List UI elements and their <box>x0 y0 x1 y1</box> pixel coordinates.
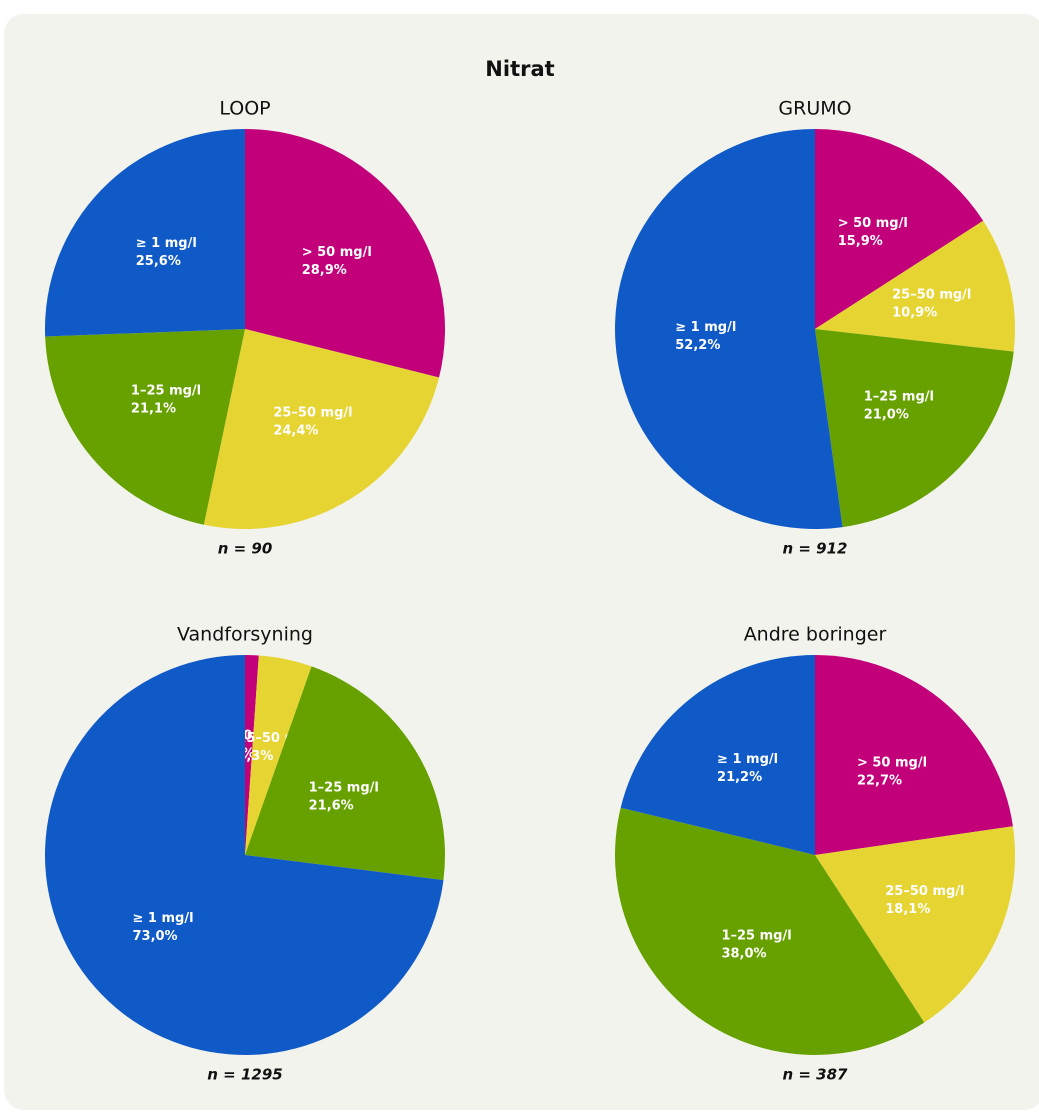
slice-category: 1–25 mg/l <box>864 389 934 404</box>
slice-value: 52,2% <box>675 338 720 353</box>
slice-category: > 50 mg/l <box>302 245 372 260</box>
slice-category: 1–25 mg/l <box>131 383 201 398</box>
pie-slice <box>614 129 843 529</box>
page-title: Nitrat <box>485 57 554 81</box>
pie-note: n = 912 <box>782 540 847 558</box>
pie-slice <box>203 329 440 529</box>
pie-title: Vandforsyning <box>177 624 313 646</box>
pie-slice <box>815 655 1013 855</box>
pie-slice <box>245 666 445 881</box>
slice-category: 1–25 mg/l <box>309 781 379 796</box>
pie-title: Andre boringer <box>744 624 887 646</box>
slice-value: 4,3% <box>237 749 273 764</box>
slice-category: > 50 mg/l <box>838 216 908 231</box>
pie-slice <box>615 807 925 1055</box>
pie-title: GRUMO <box>778 98 851 120</box>
slice-value: 10,9% <box>892 305 937 320</box>
slice-category: 25–50 mg/l <box>885 884 964 899</box>
pie-slice <box>245 655 312 855</box>
slice-category: ≥ 1 mg/l <box>136 236 197 251</box>
slice-value: 21,2% <box>717 770 762 785</box>
pie-slice <box>815 129 984 329</box>
pie-slice <box>620 655 815 855</box>
slice-value: 18,1% <box>885 902 930 917</box>
slice-category: 25–50 mg/l <box>273 406 352 421</box>
pie-note: n = 90 <box>218 540 273 558</box>
slice-value: 28,9% <box>302 263 347 278</box>
slice-category: 1–25 mg/l <box>721 928 791 943</box>
pie-slice <box>815 329 1014 528</box>
pie-slice <box>44 129 245 337</box>
pie-slice <box>815 826 1015 1023</box>
pie-title: LOOP <box>219 98 270 120</box>
pie-note: n = 387 <box>782 1066 848 1084</box>
slice-category: > 50 mg/l <box>857 755 927 770</box>
slice-category: ≥ 1 mg/l <box>675 320 736 335</box>
pie-slice <box>45 655 444 1056</box>
slice-category: ≥ 1 mg/l <box>132 911 193 926</box>
slice-category: ≥ 1 mg/l <box>717 752 778 767</box>
pie-slice <box>245 655 259 855</box>
pie-slice <box>815 220 1016 352</box>
pie-slice <box>245 129 446 378</box>
slice-value: 25,6% <box>136 254 181 269</box>
slice-value: 73,0% <box>132 929 177 944</box>
slice-value: 38,0% <box>721 946 766 961</box>
slice-value: 21,6% <box>309 799 354 814</box>
slice-value: 24,4% <box>273 424 318 439</box>
slice-value: 21,0% <box>864 407 909 422</box>
slice-value: 15,9% <box>838 234 883 249</box>
slice-category: 25–50 mg/l <box>892 287 971 302</box>
slice-value: 21,1% <box>131 401 176 416</box>
pie-note: n = 1295 <box>207 1066 282 1084</box>
slice-value: 22,7% <box>857 773 902 788</box>
pie-slice <box>45 329 245 525</box>
